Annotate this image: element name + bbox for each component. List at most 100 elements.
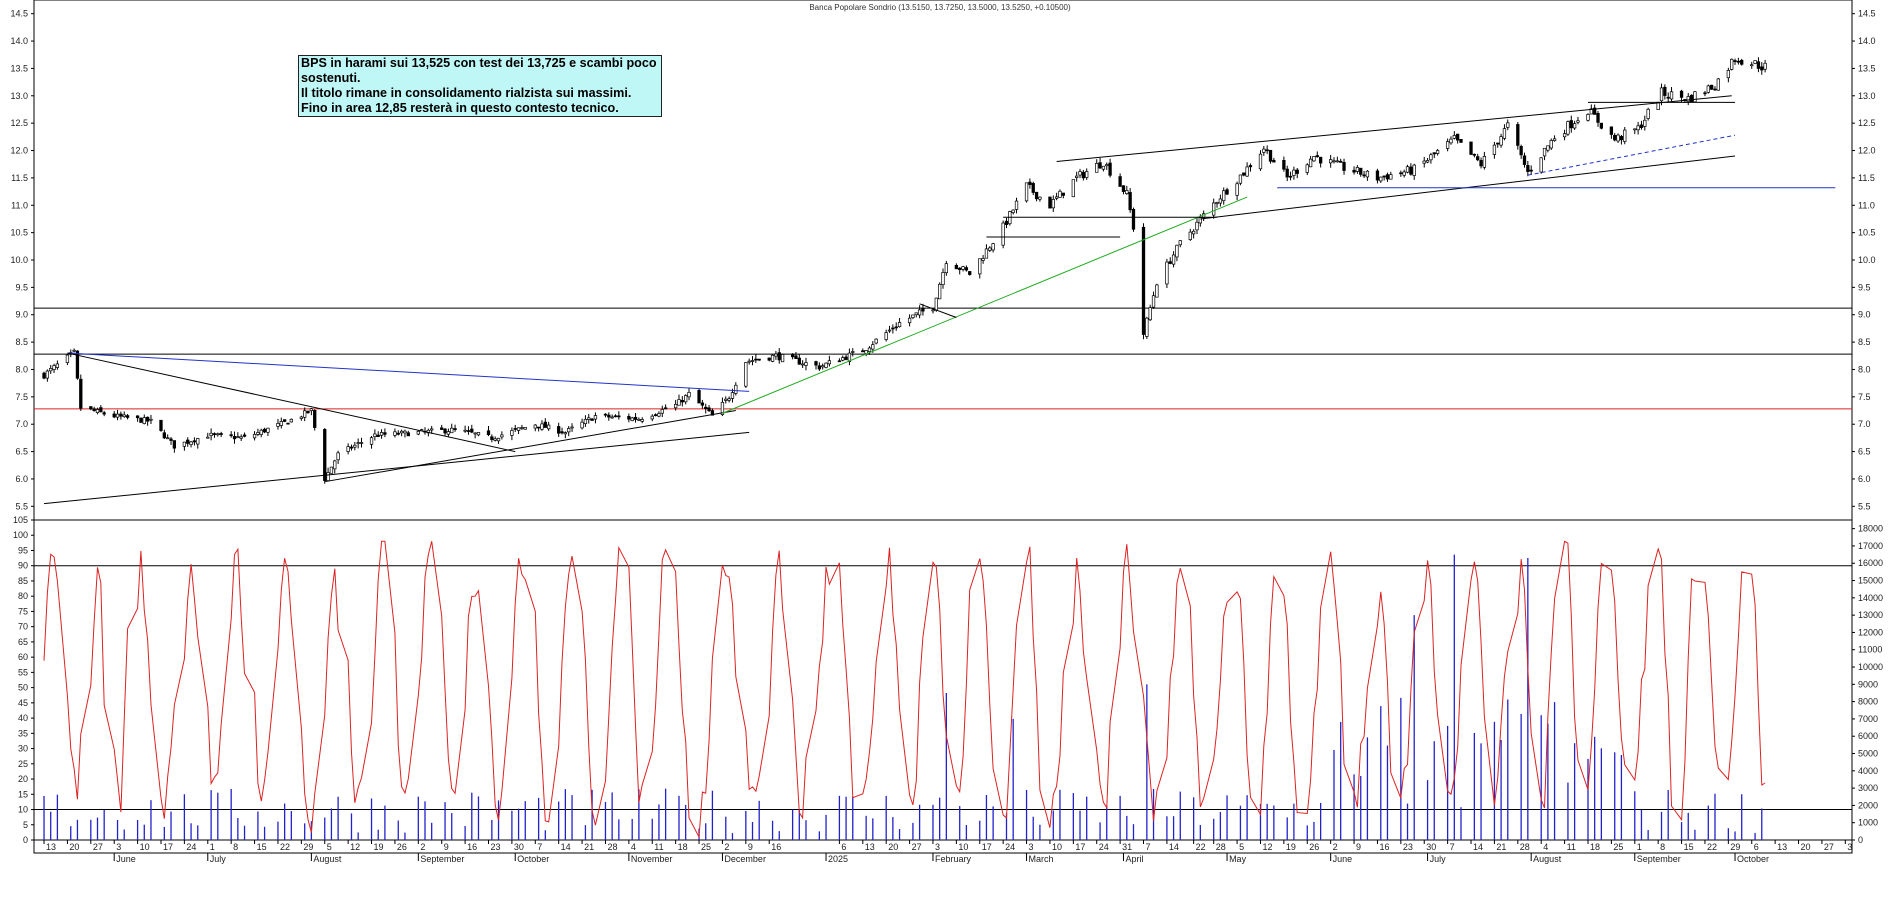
candle-body: [1456, 133, 1460, 141]
candle-body: [1262, 148, 1266, 153]
candle-body: [1593, 107, 1597, 115]
price-tick-label-right: 13.5: [1858, 63, 1876, 73]
candle-body: [814, 361, 818, 366]
price-tick-label-right: 12.0: [1858, 146, 1876, 156]
date-month-label: August: [313, 854, 342, 864]
date-day-label: 23: [491, 842, 501, 852]
candle-body: [259, 429, 263, 435]
date-axis-frame: [33, 839, 1853, 854]
candle-body: [1292, 169, 1296, 176]
candle-body: [1245, 166, 1249, 177]
date-day-label: 30: [1426, 842, 1436, 852]
candle-body: [1014, 200, 1019, 210]
volume-tick-label: 1000: [1858, 818, 1878, 828]
date-day-label: 7: [1450, 842, 1455, 852]
candle-body: [172, 440, 177, 449]
candle-body: [1258, 153, 1263, 170]
candle-body: [399, 430, 404, 434]
candle-body: [1750, 64, 1754, 67]
candle-body: [1659, 87, 1664, 102]
price-tick-label-right: 13.0: [1858, 91, 1876, 101]
osc-tick-label: 75: [18, 606, 28, 616]
volume-tick-label: 6000: [1858, 731, 1878, 741]
osc-tick-label: 25: [18, 759, 28, 769]
candle-body: [1713, 88, 1717, 91]
candle-body: [256, 432, 260, 435]
candle-body: [1539, 157, 1543, 173]
candle-body: [734, 384, 738, 394]
candle-body: [1576, 120, 1580, 123]
price-tick-label-left: 9.0: [15, 310, 28, 320]
date-day-label: 5: [1239, 842, 1244, 852]
price-tick-label-left: 6.5: [15, 447, 28, 457]
candle-body: [1496, 142, 1500, 145]
candle-body: [697, 390, 701, 404]
candle-body: [159, 419, 163, 431]
candle-body: [563, 432, 568, 435]
candle-body: [1482, 156, 1487, 168]
candle-body: [252, 434, 257, 439]
date-day-label: 22: [280, 842, 290, 852]
date-day-label: 24: [1005, 842, 1015, 852]
candle-body: [1516, 124, 1520, 146]
candle-body: [744, 362, 748, 387]
volume-tick-label: 3000: [1858, 783, 1878, 793]
candle-body: [1379, 176, 1383, 182]
date-day-label: 29: [1730, 842, 1740, 852]
candle-body: [1549, 140, 1553, 149]
price-tick-label-left: 7.5: [15, 392, 28, 402]
candle-body: [774, 353, 778, 357]
candle-body: [841, 357, 845, 361]
candle-body: [730, 392, 735, 399]
price-tick-label-right: 11.0: [1858, 200, 1875, 210]
trend-line: [1527, 134, 1736, 176]
candle-body: [684, 395, 688, 403]
date-day-label: 26: [397, 842, 407, 852]
candle-body: [1225, 189, 1229, 195]
date-day-label: 2: [724, 842, 729, 852]
candle-body: [1679, 90, 1684, 98]
candle-body: [376, 434, 380, 437]
osc-tick-label: 90: [18, 561, 28, 571]
candle-body: [119, 413, 123, 417]
candle-body: [359, 442, 364, 444]
osc-tick-label: 95: [18, 545, 28, 555]
date-day-label: 26: [1309, 842, 1319, 852]
date-day-label: 6: [1754, 842, 1759, 852]
candle-body: [1222, 190, 1226, 202]
candle-body: [92, 408, 96, 412]
date-day-label: 13: [46, 842, 56, 852]
candle-body: [212, 433, 217, 435]
candle-body: [800, 363, 805, 366]
osc-tick-label: 100: [13, 530, 28, 540]
candle-body: [1716, 78, 1720, 91]
candle-body: [1355, 167, 1360, 172]
candle-body: [991, 243, 995, 251]
candle-body: [232, 436, 237, 440]
candle-body: [1175, 244, 1179, 258]
candle-body: [1399, 172, 1403, 175]
candle-body: [817, 365, 821, 370]
date-day-label: 2: [420, 842, 425, 852]
date-day-label: 17: [982, 842, 992, 852]
candle-body: [610, 416, 614, 419]
candle-body: [1566, 121, 1570, 135]
candle-body: [1522, 155, 1527, 165]
date-month-label: November: [631, 854, 673, 864]
candle-body: [513, 428, 517, 430]
candle-body: [837, 360, 842, 363]
date-day-label: 17: [1075, 842, 1085, 852]
candle-body: [1265, 149, 1269, 152]
candle-body: [593, 415, 598, 420]
candle-body: [369, 437, 374, 445]
candle-body: [637, 419, 641, 421]
candle-body: [587, 417, 591, 420]
price-tick-label-right: 9.5: [1858, 282, 1871, 292]
price-tick-label-left: 13.5: [10, 63, 28, 73]
trend-line: [722, 196, 1248, 414]
candle-body: [1619, 136, 1624, 141]
candle-body: [219, 433, 223, 435]
date-day-label: 3: [116, 842, 121, 852]
price-tick-label-right: 8.0: [1858, 364, 1871, 374]
candle-body: [720, 401, 725, 415]
